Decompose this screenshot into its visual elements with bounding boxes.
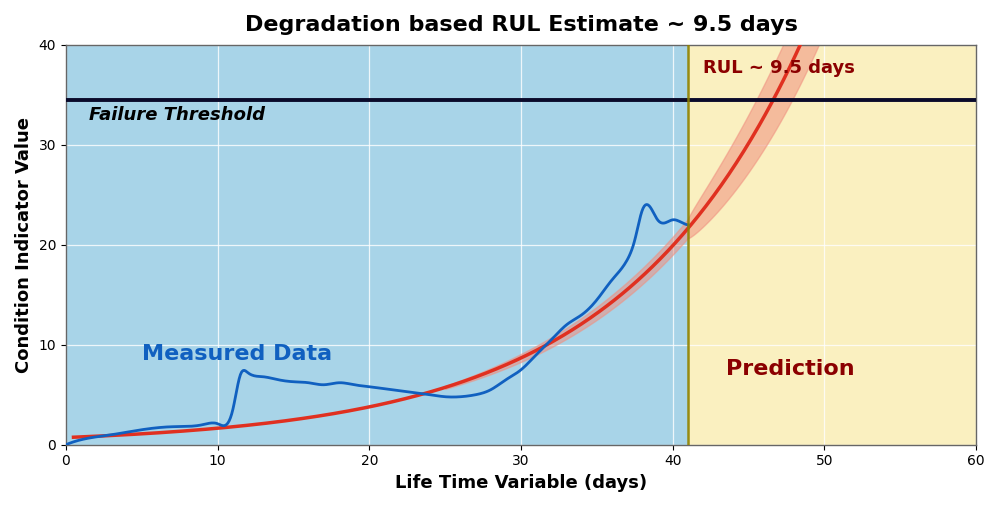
Bar (688, 45, 976, 445)
Bar (66, 45, 688, 445)
Text: Failure Threshold: Failure Threshold (89, 106, 265, 124)
Text: RUL ~ 9.5 days: RUL ~ 9.5 days (703, 59, 855, 77)
Text: Measured Data: Measured Data (142, 344, 332, 364)
Title: Degradation based RUL Estimate ~ 9.5 days: Degradation based RUL Estimate ~ 9.5 day… (245, 15, 797, 35)
X-axis label: Life Time Variable (days): Life Time Variable (days) (395, 474, 647, 492)
Y-axis label: Condition Indicator Value: Condition Indicator Value (15, 117, 33, 373)
Text: Prediction: Prediction (726, 359, 854, 379)
